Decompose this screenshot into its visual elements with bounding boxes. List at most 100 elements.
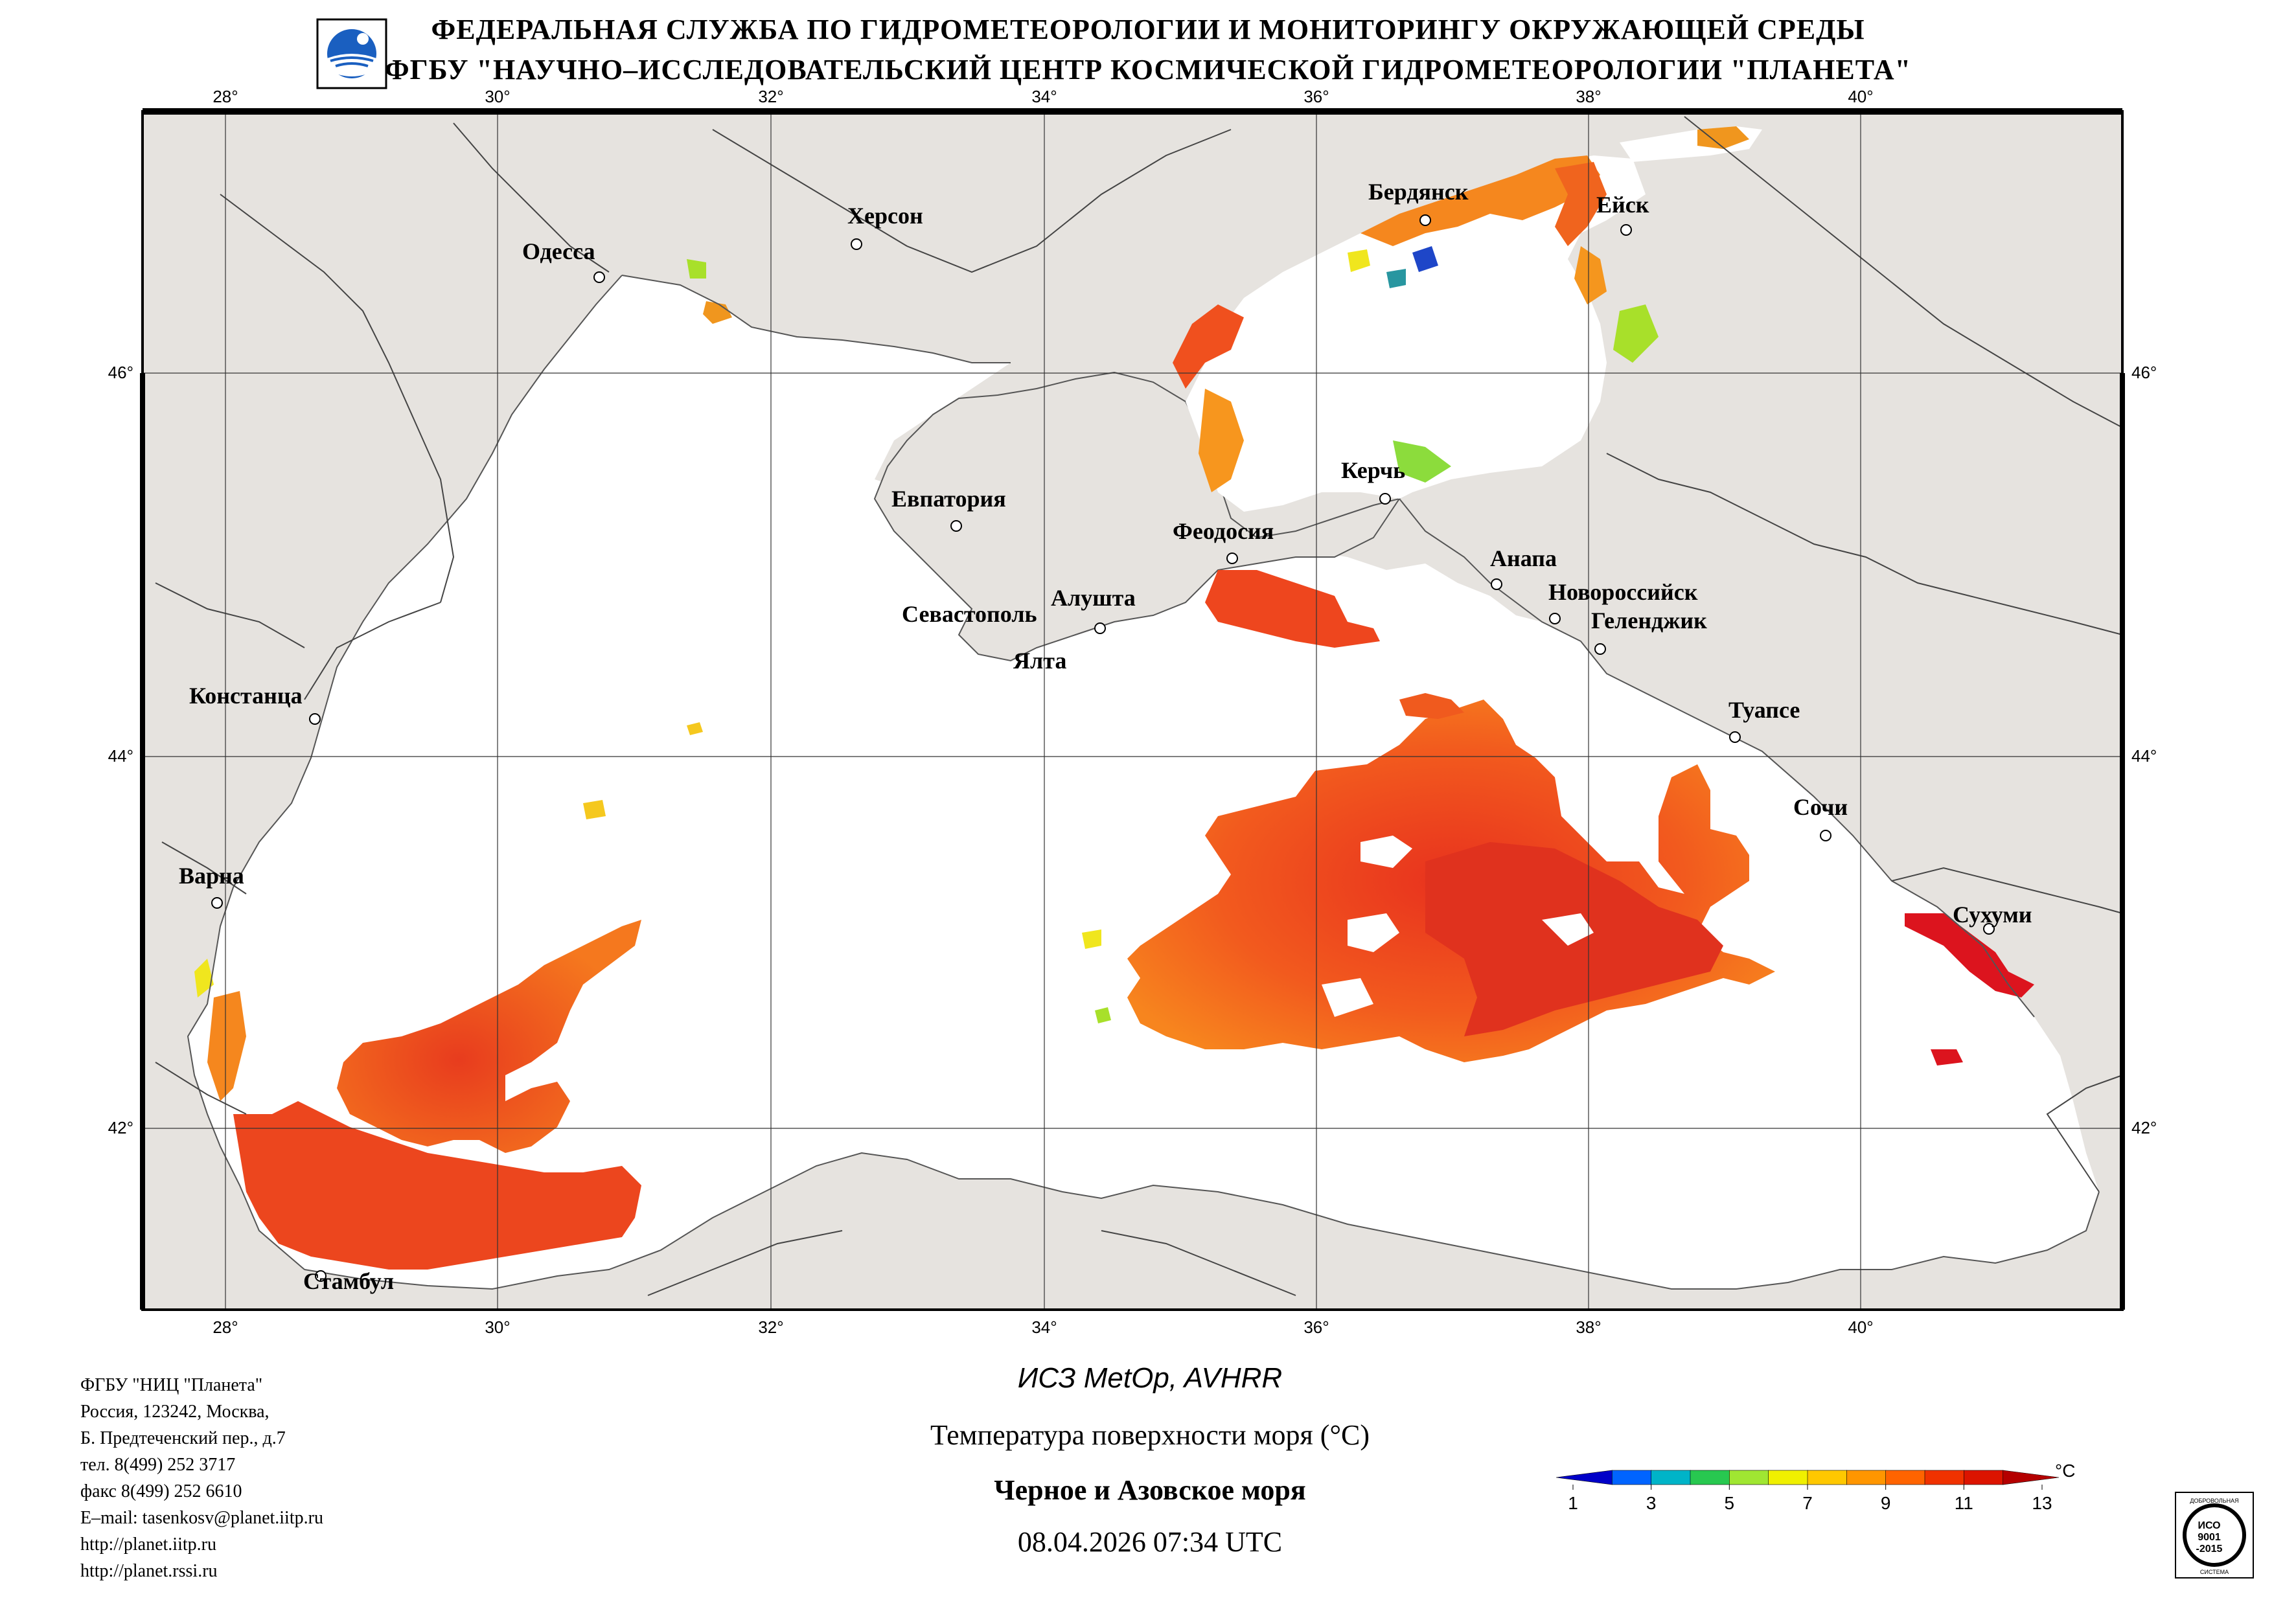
colorbar-label: 3 [1646, 1493, 1657, 1513]
satellite-name: ИСЗ MetOp, AVHRR [1017, 1362, 1283, 1394]
lon-tick-label: 28° [212, 1317, 238, 1337]
lon-tick-label: 30° [485, 1317, 510, 1337]
lat-ticks-left: 46° 44° 42° [108, 363, 133, 1137]
lat-tick-label: 46° [2131, 363, 2157, 382]
colorbar-label: 13 [2032, 1493, 2052, 1513]
sst-patch-feodosia [1205, 570, 1380, 648]
lon-tick-label: 30° [485, 87, 510, 106]
colorbar-cell [1612, 1470, 1652, 1485]
city-label-yalta: Ялта [1013, 648, 1066, 674]
colorbar-cell [1885, 1470, 1925, 1485]
lat-tick-label: 42° [2131, 1118, 2157, 1137]
city-label-sevastopol: Севастополь [902, 601, 1037, 627]
lon-tick-label: 38° [1576, 1317, 1601, 1337]
colorbar-cell [1846, 1470, 1887, 1485]
iso-line: -2015 [2196, 1544, 2223, 1555]
lon-tick-label: 40° [1848, 87, 1873, 106]
lon-tick-label: 28° [212, 87, 238, 106]
lon-tick-label: 34° [1031, 87, 1057, 106]
city-label-yeysk: Ейск [1596, 192, 1649, 218]
city-label-istanbul: Стамбул [303, 1268, 394, 1294]
sst-patch-southwest [233, 1101, 641, 1270]
lon-tick-label: 36° [1303, 1317, 1329, 1337]
city-label-sukhumi: Сухуми [1953, 902, 2032, 928]
colorbar-unit: °C [2055, 1461, 2075, 1481]
org-line: факс 8(499) 252 6610 [80, 1481, 242, 1501]
org-line: http://planet.rssi.ru [80, 1561, 218, 1581]
city-label-novorossiysk: Новороссийск [1548, 579, 1698, 605]
sst-patch-west [337, 920, 641, 1153]
city-label-kherson: Херсон [847, 203, 923, 229]
org-line: E–mail: tasenkosv@planet.iitp.ru [80, 1508, 323, 1528]
colorbar-label: 5 [1725, 1493, 1735, 1513]
city-label-gelendzhik: Геленджик [1591, 608, 1707, 633]
black-sea [188, 275, 2099, 1289]
city-markers [211, 214, 1995, 1282]
org-line: Б. Предтеченский пер., д.7 [80, 1428, 286, 1448]
colorbar-cell [1690, 1470, 1730, 1485]
colorbar-cell [1556, 1470, 1613, 1485]
region-title: Черное и Азовское моря [994, 1474, 1306, 1506]
parameter-title: Температура поверхности моря (°С) [930, 1419, 1370, 1451]
org-line: тел. 8(499) 252 3717 [80, 1455, 236, 1475]
lon-tick-label: 34° [1031, 1317, 1057, 1337]
header-line-1: ФЕДЕРАЛЬНАЯ СЛУЖБА ПО ГИДРОМЕТЕОРОЛОГИИ … [431, 14, 1865, 45]
colorbar-cell [1651, 1470, 1691, 1485]
city-label-sochi: Сочи [1793, 794, 1848, 820]
city-label-feodosia: Феодосия [1173, 518, 1274, 544]
city-label-kerch: Керчь [1341, 457, 1405, 483]
city-labels: Одесса Херсон Бердянск Ейск Керчь Евпато… [179, 179, 2032, 1294]
iso-certification-badge: ДОБРОВОЛЬНАЯ ИСО 9001 -2015 СИСТЕМА [2175, 1492, 2254, 1579]
colorbar-cell [1924, 1470, 1965, 1485]
lat-ticks-right: 46° 44° 42° [2131, 363, 2157, 1137]
lon-tick-label: 38° [1576, 87, 1601, 106]
lon-tick-label: 36° [1303, 87, 1329, 106]
iso-line: 9001 [2198, 1532, 2221, 1543]
lat-tick-label: 42° [108, 1118, 133, 1137]
lat-tick-label: 44° [108, 746, 133, 766]
azov-sst-fringe [1173, 126, 1749, 492]
graticule [143, 111, 2122, 1310]
city-label-odessa: Одесса [522, 238, 595, 264]
planeta-logo-icon [316, 18, 387, 89]
iso-top-text: ДОБРОВОЛЬНАЯ [2190, 1498, 2238, 1504]
lon-tick-label: 40° [1848, 1317, 1873, 1337]
colorbar-cell [1768, 1470, 1808, 1485]
colorbar-cell [2003, 1470, 2060, 1485]
colorbar-label: 7 [1802, 1493, 1813, 1513]
city-label-berdyansk: Бердянск [1368, 179, 1469, 205]
colorbar-cell [1964, 1470, 2004, 1485]
iso-line: ИСО [2198, 1520, 2220, 1531]
city-label-anapa: Анапа [1490, 545, 1557, 571]
marmara-land [143, 1263, 648, 1310]
observation-datetime: 08.04.2026 07:34 UTC [1017, 1526, 1283, 1558]
header-line-2: ФГБУ "НАУЧНО–ИССЛЕДОВАТЕЛЬСКИЙ ЦЕНТР КОС… [384, 54, 1912, 85]
org-line: http://planet.iitp.ru [80, 1534, 216, 1555]
temperature-colorbar: 1 3 5 7 9 11 13 °C [1556, 1461, 2075, 1513]
lat-tick-label: 44° [2131, 746, 2157, 766]
city-label-constanta: Констанца [189, 683, 303, 709]
city-label-varna: Варна [179, 863, 244, 889]
colorbar-label: 1 [1568, 1493, 1578, 1513]
sst-patch-sukhumi [1905, 913, 2034, 997]
iso-bottom-text: СИСТЕМА [2200, 1569, 2229, 1575]
lon-tick-label: 32° [758, 1317, 783, 1337]
lon-ticks-bottom: 28° 30° 32° 34° 36° 38° 40° [212, 1317, 1873, 1337]
lat-tick-label: 46° [108, 363, 133, 382]
org-line: Россия, 123242, Москва, [80, 1402, 270, 1422]
city-label-alushta: Алушта [1051, 585, 1136, 611]
city-label-tuapse: Туапсе [1728, 697, 1800, 723]
organization-info: ФГБУ "НИЦ "Планета" Россия, 123242, Моск… [80, 1372, 323, 1584]
borders [155, 116, 2123, 1296]
colorbar-cell [1729, 1470, 1769, 1485]
colorbar-label: 9 [1881, 1493, 1891, 1513]
city-label-yevpatoria: Евпатория [891, 486, 1006, 512]
sea-of-azov [1186, 155, 1646, 512]
lon-tick-label: 32° [758, 87, 783, 106]
org-line: ФГБУ "НИЦ "Планета" [80, 1375, 263, 1395]
colorbar-label: 11 [1955, 1493, 1973, 1513]
crimea [873, 371, 1401, 662]
lon-ticks-top: 28° 30° 32° 34° 36° 38° 40° [212, 87, 1873, 106]
colorbar-cell [1807, 1470, 1848, 1485]
